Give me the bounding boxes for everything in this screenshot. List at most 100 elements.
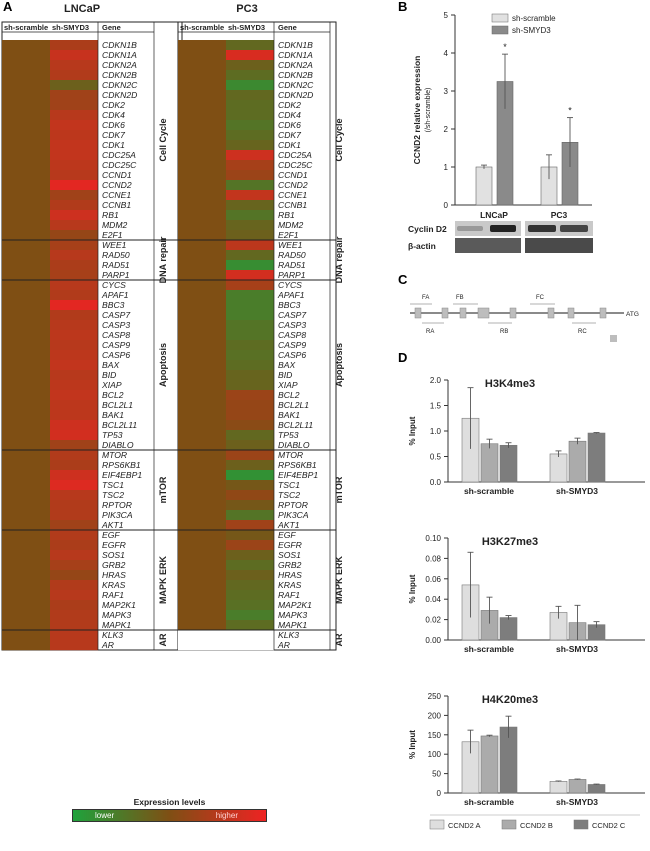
heatmap-cell: [50, 410, 98, 421]
gene-label: CDK2: [102, 100, 125, 110]
heatmap-title: PC3: [236, 3, 257, 15]
col-header-smyd3: sh-SMYD3: [52, 23, 89, 32]
gene-label: CCND2: [102, 180, 132, 190]
heatmap-cell: [178, 170, 226, 181]
gene-label: AR: [101, 640, 114, 650]
gene-label: CDK4: [102, 110, 125, 120]
heatmap-cell: [178, 290, 226, 301]
heatmap-cell: [226, 90, 274, 101]
gene-label: EGF: [102, 530, 120, 540]
heatmap-cell: [50, 340, 98, 351]
legend-swatch: [501, 819, 517, 830]
heatmap-cell: [2, 380, 50, 391]
gene-label: CDKN2B: [102, 70, 137, 80]
heatmap-cell: [178, 350, 226, 361]
heatmap-cell: [50, 180, 98, 191]
heatmap-cell: [226, 500, 274, 511]
heatmap-cell: [226, 240, 274, 251]
gene-label: TSC2: [278, 490, 300, 500]
heatmap-cell: [178, 180, 226, 191]
gene-label: CDKN1A: [278, 50, 313, 60]
heatmap-cell: [226, 290, 274, 301]
chart-title: H4K20me3: [482, 694, 538, 706]
heatmap-cell: [2, 290, 50, 301]
heatmap-cell: [50, 40, 98, 51]
y-tick-label: 100: [428, 750, 442, 759]
gene-label: BBC3: [278, 300, 301, 310]
heatmap-cell: [2, 50, 50, 61]
group-label: AR: [158, 633, 168, 646]
heatmap-cell: [226, 630, 274, 641]
heatmap-cell: [226, 110, 274, 121]
gene-label: RPTOR: [102, 500, 132, 510]
gene-label: CYCS: [278, 280, 302, 290]
y-tick-label: 2.0: [430, 376, 442, 385]
gene-label: MAPK3: [102, 610, 131, 620]
heatmap-cell: [226, 430, 274, 441]
gene-label: CDKN1B: [278, 40, 313, 50]
group-label: DNA repair: [334, 236, 344, 283]
gene-label: CASP9: [102, 340, 130, 350]
gene-label: RPTOR: [278, 500, 308, 510]
bar: [549, 453, 568, 483]
category-label: sh-scramble: [464, 644, 514, 654]
primer-label-fa: FA: [422, 295, 429, 301]
gene-label: CCND2: [278, 180, 308, 190]
gene-label: CCNE1: [102, 190, 131, 200]
heatmap-cell: [50, 400, 98, 411]
heatmap-cell: [2, 510, 50, 521]
heatmap-cell: [50, 140, 98, 151]
heatmap-cell: [50, 250, 98, 261]
blot-label: β-actin: [408, 241, 436, 251]
actin-band-lncap: [455, 238, 521, 253]
heatmap-cell: [226, 180, 274, 191]
promoter-element: [441, 307, 449, 319]
heatmap-cell: [178, 580, 226, 591]
heatmap-cell: [178, 390, 226, 401]
y-axis-label: % Input: [408, 574, 417, 603]
heatmap-cell: [226, 540, 274, 551]
gene-label: RPS6KB1: [102, 460, 141, 470]
heatmap-cell: [226, 250, 274, 261]
gene-label: TP53: [102, 430, 123, 440]
heatmap-cell: [226, 160, 274, 171]
heatmap-cell: [226, 520, 274, 531]
heatmap-cell: [50, 120, 98, 131]
actin-band-pc3: [525, 238, 593, 253]
heatmap-cell: [178, 60, 226, 71]
bar: [587, 432, 606, 483]
heatmap-cell: [2, 340, 50, 351]
gene-label: BCL2L1: [102, 400, 133, 410]
heatmap-cell: [2, 150, 50, 161]
heatmap-cell: [50, 440, 98, 451]
significance-mark: *: [568, 106, 572, 116]
gene-label: CDC25A: [102, 150, 136, 160]
heatmap-cell: [226, 400, 274, 411]
heatmap-cell: [226, 490, 274, 501]
gene-label: WEE1: [278, 240, 303, 250]
heatmap-cell: [226, 220, 274, 231]
gene-label: BID: [102, 370, 116, 380]
y-tick-label: 4: [444, 49, 449, 58]
bar: [587, 784, 606, 794]
heatmap-cell: [50, 380, 98, 391]
heatmap-cell: [2, 190, 50, 201]
heatmap-cell: [50, 470, 98, 481]
heatmap-cell: [226, 460, 274, 471]
heatmap-cell: [226, 300, 274, 311]
gene-label: XIAP: [101, 380, 122, 390]
gene-label: RAD50: [278, 250, 306, 260]
gene-label: BAX: [278, 360, 295, 370]
heatmap-cell: [226, 560, 274, 571]
heatmap-cell: [50, 170, 98, 181]
gene-label: BAX: [102, 360, 119, 370]
heatmap-cell: [178, 190, 226, 201]
heatmap-cell: [50, 60, 98, 71]
heatmap-cell: [226, 410, 274, 421]
heatmap-cell: [50, 290, 98, 301]
gene-label: TSC1: [278, 480, 300, 490]
bar: [499, 444, 518, 483]
gene-label: CDK6: [102, 120, 125, 130]
y-tick-label: 0.5: [430, 453, 442, 462]
y-axis-label: % Input: [408, 730, 417, 759]
